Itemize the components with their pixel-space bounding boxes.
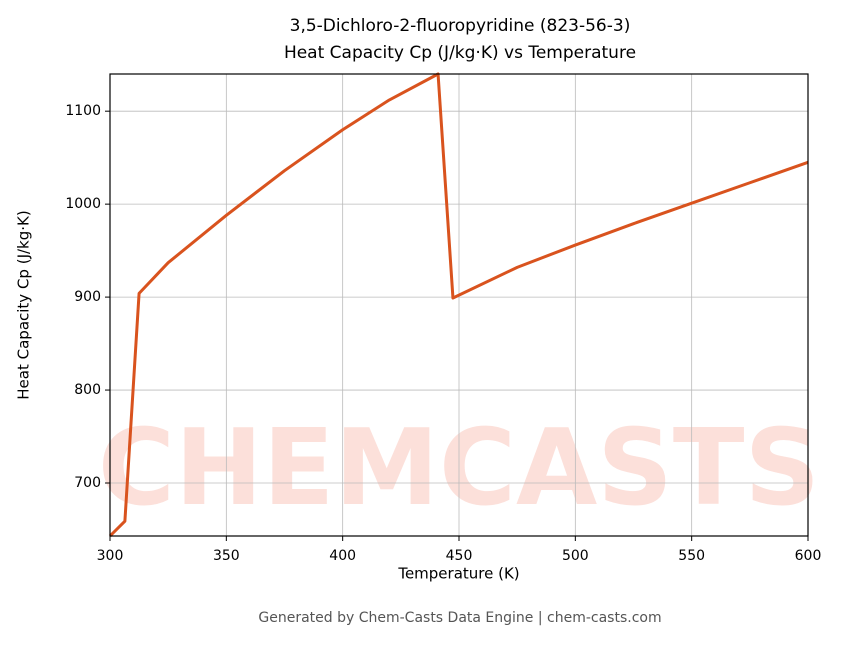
x-tick-label: 350 (213, 548, 240, 564)
y-axis-label: Heat Capacity Cp (J/kg·K) (15, 210, 33, 399)
x-tick-label: 500 (562, 548, 589, 564)
x-tick-label: 400 (329, 548, 356, 564)
data-line (108, 72, 809, 538)
y-tick-label: 700 (74, 475, 101, 491)
y-tick-label: 1100 (65, 103, 101, 119)
x-tick-label: 450 (446, 548, 473, 564)
y-tick-label: 800 (74, 382, 101, 398)
x-tick-label: 600 (795, 548, 822, 564)
chart-subtitle: Heat Capacity Cp (J/kg·K) vs Temperature (284, 43, 636, 63)
x-tick-label: 550 (678, 548, 705, 564)
chart-title: 3,5-Dichloro-2-fluoropyridine (823-56-3) (290, 16, 631, 36)
footer: Generated by Chem-Casts Data Engine | ch… (258, 610, 661, 626)
plot-frame (109, 73, 809, 537)
x-tick-label: 300 (97, 548, 124, 564)
y-tick-label: 900 (74, 289, 101, 305)
x-axis-label: Temperature (K) (397, 565, 519, 583)
y-tick-label: 1000 (65, 196, 101, 212)
